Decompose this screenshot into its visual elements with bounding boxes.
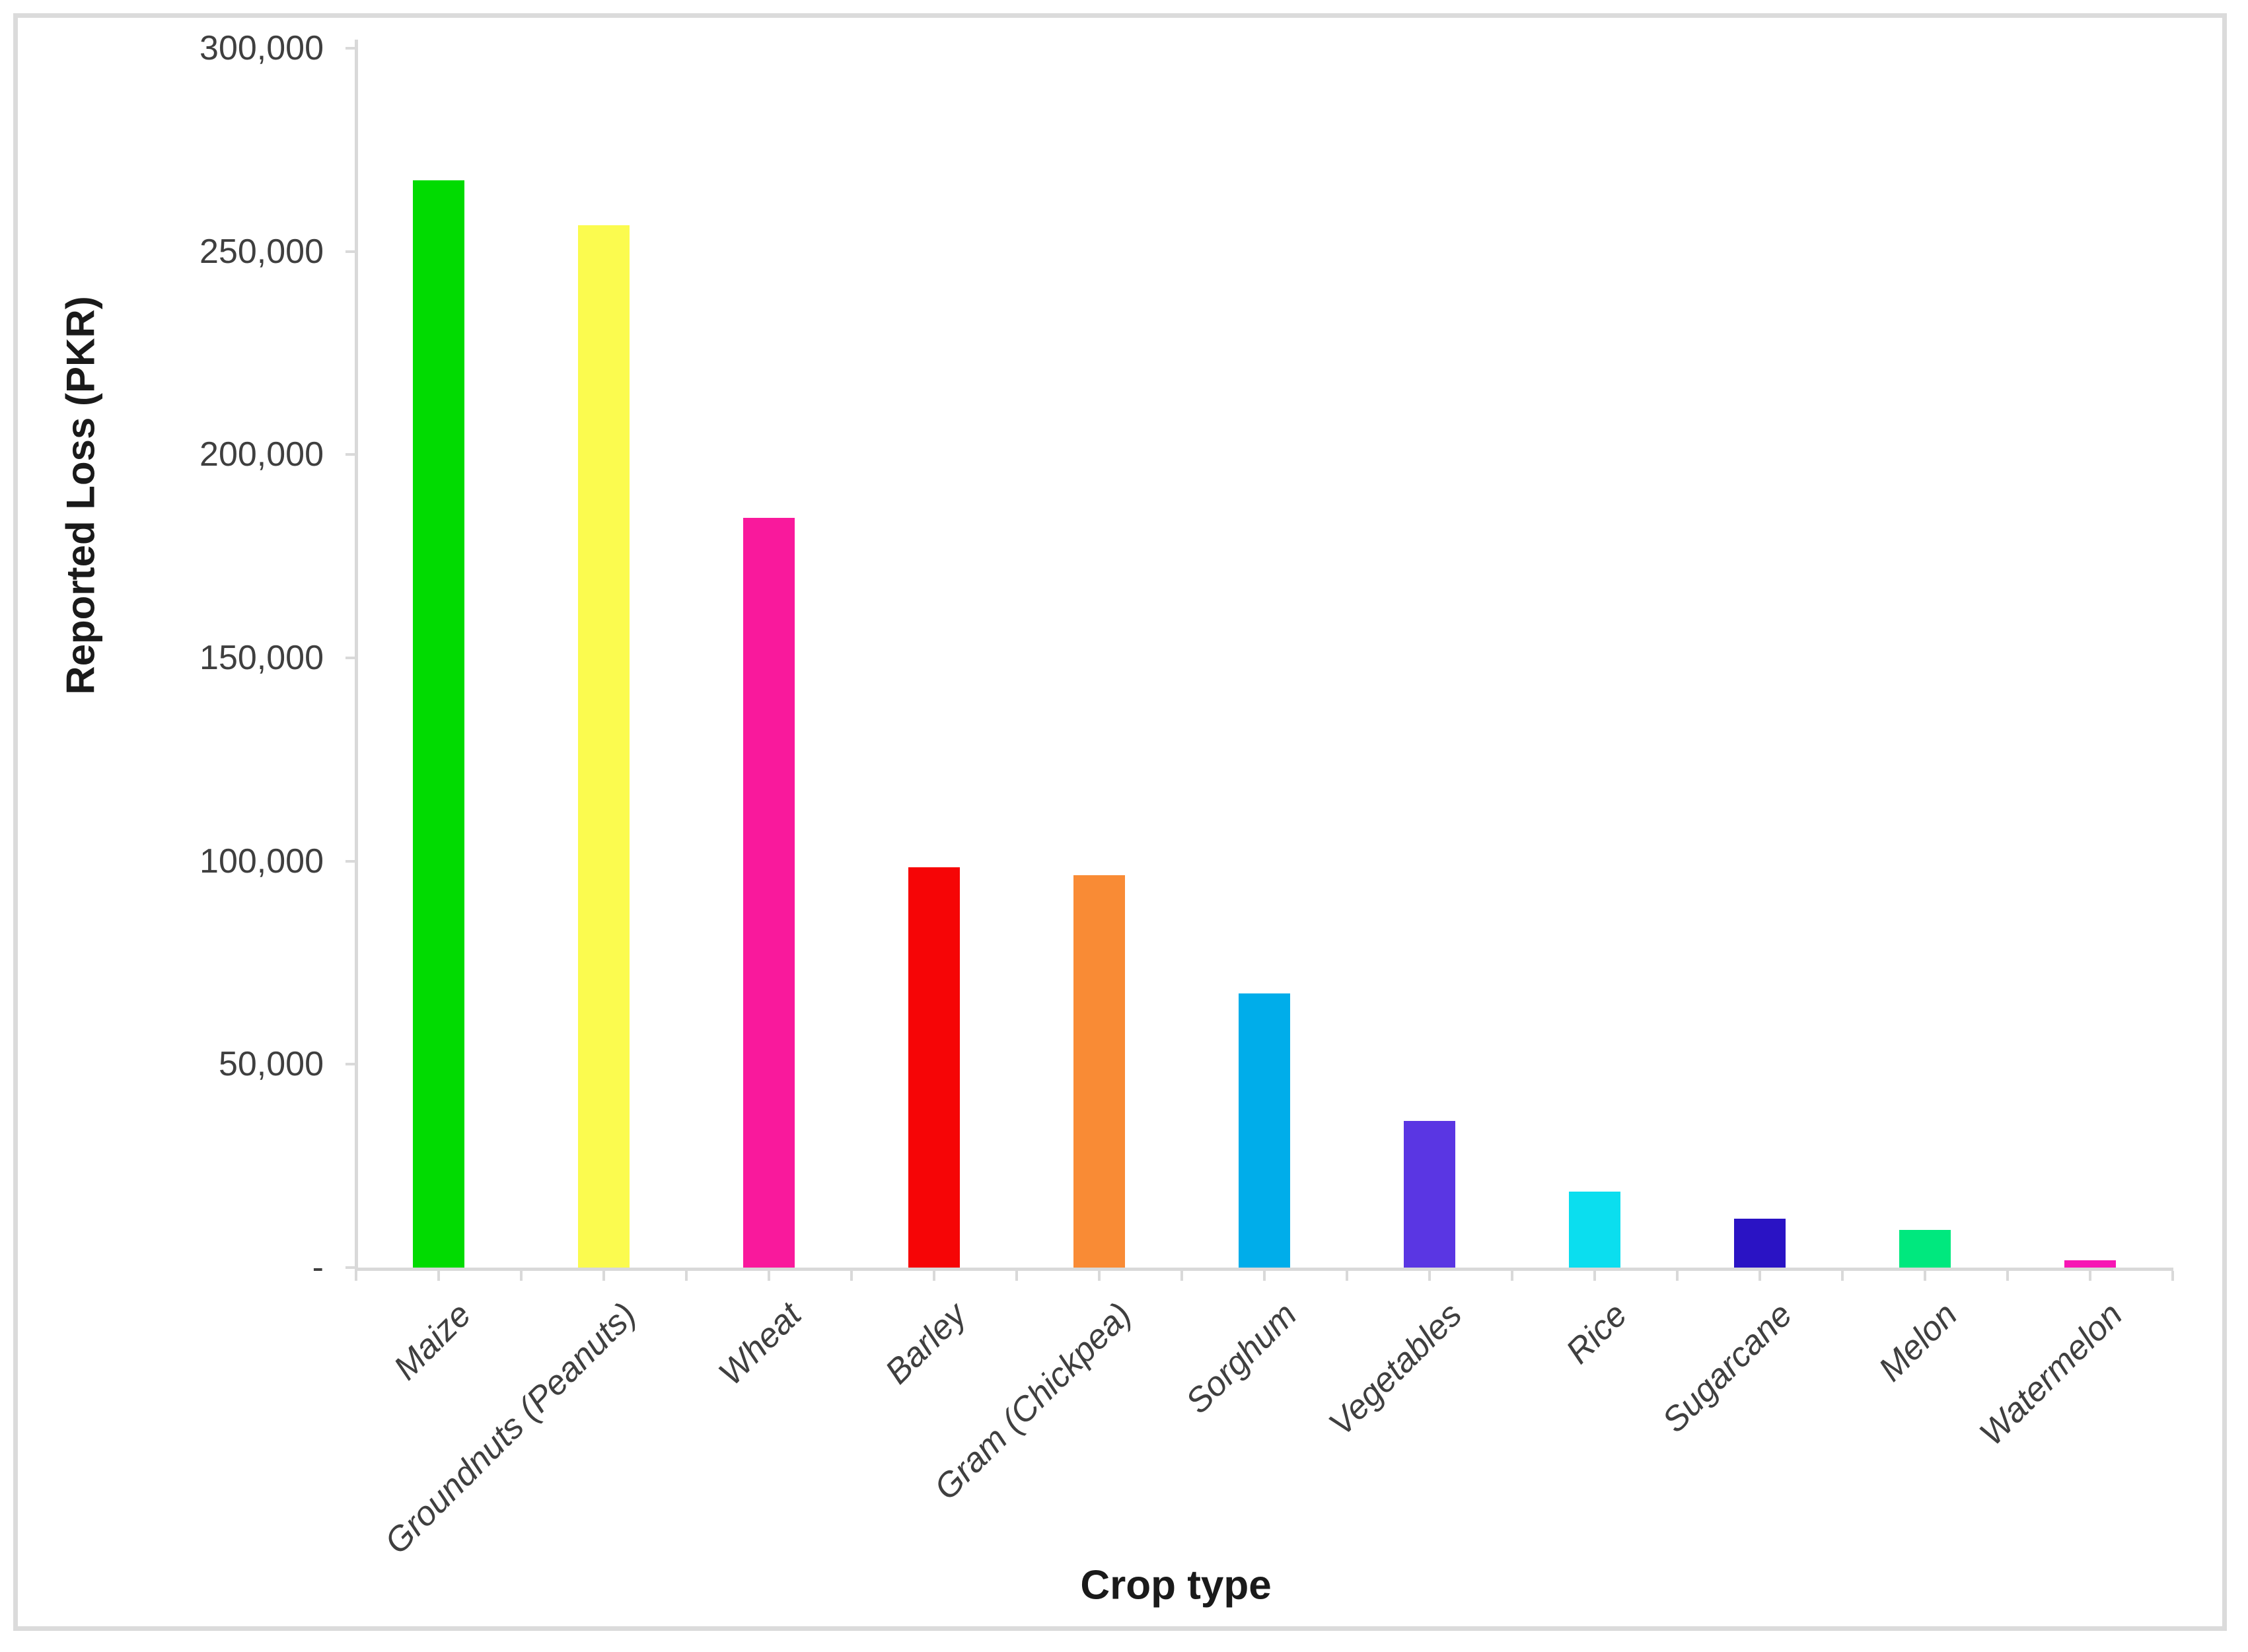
y-axis-tick (345, 1266, 357, 1269)
bar-groundnuts-peanuts (578, 225, 630, 1268)
x-axis-tick (850, 1271, 853, 1281)
x-axis-tick (1593, 1271, 1596, 1281)
x-axis-tick (1759, 1271, 1761, 1281)
x-axis-tick (1924, 1271, 1926, 1281)
x-axis-tick (1263, 1271, 1266, 1281)
x-axis-tick (1015, 1271, 1018, 1281)
x-axis-tick (933, 1271, 935, 1281)
y-tick-label: 200,000 (199, 435, 324, 474)
y-axis-tick (345, 859, 357, 863)
x-axis-tick (1098, 1271, 1101, 1281)
y-tick-label: 100,000 (199, 842, 324, 880)
y-axis-title: Reported Loss (PKR) (58, 296, 103, 695)
y-tick-label: 250,000 (199, 232, 324, 271)
x-axis-tick (1428, 1271, 1431, 1281)
x-axis-tick (1180, 1271, 1183, 1281)
x-axis-tick (1841, 1271, 1844, 1281)
x-axis-tick (2089, 1271, 2091, 1281)
bar-gram-chickpea (1073, 875, 1125, 1268)
x-axis-tick (2171, 1271, 2174, 1281)
x-axis-title: Crop type (1080, 1562, 1272, 1608)
bar-melon (1899, 1230, 1951, 1268)
x-axis-tick (685, 1271, 688, 1281)
bar-wheat (743, 518, 795, 1268)
bar-sorghum (1239, 993, 1290, 1268)
bar-rice (1569, 1192, 1620, 1268)
x-axis-line (355, 1268, 2173, 1271)
y-tick-label: - (312, 1248, 324, 1287)
chart-frame-border (13, 13, 2227, 1631)
x-axis-tick (1511, 1271, 1513, 1281)
y-tick-label: 50,000 (218, 1045, 324, 1084)
x-axis-tick (2006, 1271, 2009, 1281)
bar-vegetables (1404, 1121, 1455, 1268)
x-axis-tick (602, 1271, 605, 1281)
y-axis-tick (345, 657, 357, 659)
bar-maize (413, 180, 464, 1268)
y-axis-tick (345, 453, 357, 456)
x-axis-tick (768, 1271, 770, 1281)
x-axis-tick (1676, 1271, 1679, 1281)
y-tick-label: 300,000 (199, 29, 324, 67)
x-axis-tick (1346, 1271, 1348, 1281)
bar-sugarcane (1734, 1219, 1786, 1268)
y-tick-label: 150,000 (199, 639, 324, 677)
y-axis-tick (345, 47, 357, 50)
bar-barley (908, 867, 960, 1268)
y-axis-line (355, 40, 358, 1270)
x-axis-tick (355, 1271, 357, 1281)
bar-watermelon (2064, 1260, 2116, 1268)
y-axis-tick (345, 250, 357, 253)
y-axis-tick (345, 1063, 357, 1066)
x-axis-tick (520, 1271, 523, 1281)
x-axis-tick (437, 1271, 440, 1281)
